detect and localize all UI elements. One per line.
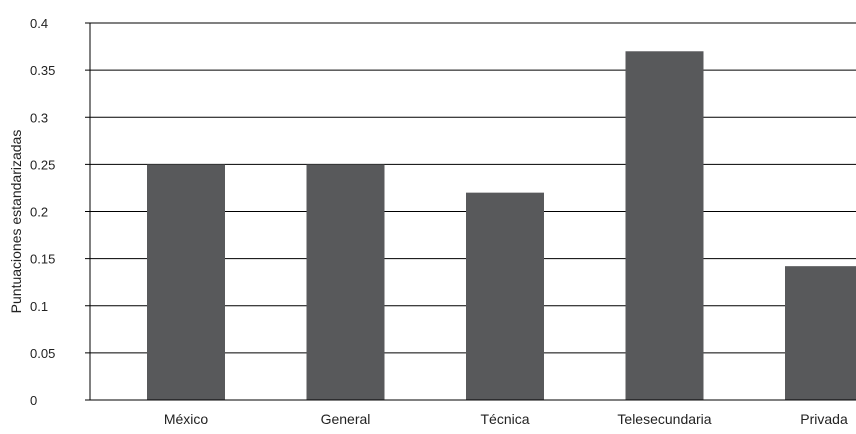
axes bbox=[85, 23, 856, 401]
x-tick-labels: México General Técnica Telesecundaria Privad… bbox=[164, 411, 848, 427]
y-tick-label: 0.2 bbox=[30, 205, 48, 220]
x-tick-label: Privada bbox=[800, 411, 848, 427]
y-tick-label: 0.25 bbox=[30, 157, 55, 172]
bar-telesecundaria bbox=[625, 51, 704, 401]
y-tick-labels: 0 0.05 0.1 0.15 0.2 0.25 0.3 0.35 0.4 bbox=[30, 16, 55, 408]
y-tick-label: 0.35 bbox=[30, 63, 55, 78]
bars bbox=[147, 51, 856, 401]
x-tick-label: México bbox=[164, 411, 209, 427]
x-tick-label: General bbox=[321, 411, 371, 427]
y-tick-label: 0.15 bbox=[30, 252, 55, 267]
y-tick-label: 0.05 bbox=[30, 346, 55, 361]
y-axis-title: Puntuaciones estandarizadas bbox=[8, 130, 24, 314]
bar-tecnica bbox=[466, 192, 544, 400]
bar-privada bbox=[785, 266, 856, 400]
x-tick-label: Telesecundaria bbox=[617, 411, 711, 427]
y-tick-label: 0.3 bbox=[30, 110, 48, 125]
y-tick-label: 0 bbox=[30, 393, 37, 408]
bar-mexico bbox=[147, 164, 225, 400]
x-tick-label: Técnica bbox=[480, 411, 529, 427]
y-tick-label: 0.1 bbox=[30, 299, 48, 314]
y-tick-label: 0.4 bbox=[30, 16, 48, 31]
bar-general bbox=[306, 164, 385, 400]
